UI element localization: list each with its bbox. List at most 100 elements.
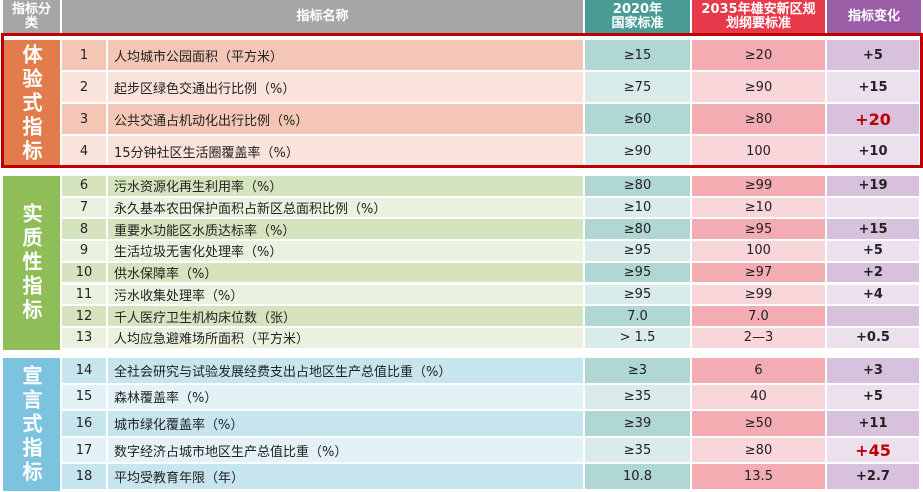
indicator-change: +15 bbox=[827, 219, 921, 242]
standard-2020: > 1.5 bbox=[585, 327, 692, 350]
indicator-name: 污水收集处理率（%） bbox=[108, 284, 585, 307]
indicator-name: 污水资源化再生利用率（%） bbox=[108, 176, 585, 198]
indicator-name: 森林覆盖率（%） bbox=[108, 384, 585, 412]
row-number: 4 bbox=[62, 136, 108, 168]
table-row: 14 全社会研究与试验发展经费支出占地区生产总值比重（%） ≥3 6 +3 bbox=[62, 358, 921, 385]
standard-2035: ≥99 bbox=[692, 284, 827, 307]
standard-2020: ≥35 bbox=[585, 384, 692, 412]
indicator-group: 实质性指标 6 污水资源化再生利用率（%） ≥80 ≥99 +19 7 永久基本农田保护面积占… bbox=[0, 176, 923, 350]
standard-2035: 100 bbox=[692, 241, 827, 263]
indicator-change: +4 bbox=[827, 284, 921, 307]
table-row: 3 公共交通占机动化出行比例（%） ≥60 ≥80 +20 bbox=[62, 104, 921, 136]
group-label: 实质性指标 bbox=[3, 176, 60, 350]
table-row: 17 数字经济占城市地区生产总值比重（%） ≥35 ≥80 +45 bbox=[62, 437, 921, 465]
row-number: 2 bbox=[62, 72, 108, 104]
indicator-change: +5 bbox=[827, 384, 921, 412]
standard-2035: ≥90 bbox=[692, 72, 827, 104]
indicator-change: +2 bbox=[827, 262, 921, 285]
indicator-change: +11 bbox=[827, 411, 921, 438]
indicator-name: 千人医疗卫生机构床位数（张） bbox=[108, 306, 585, 328]
row-number: 1 bbox=[62, 40, 108, 72]
indicator-change: +3 bbox=[827, 358, 921, 385]
standard-2020: ≥15 bbox=[585, 40, 692, 72]
row-number: 6 bbox=[62, 176, 108, 198]
row-number: 7 bbox=[62, 197, 108, 220]
standard-2020: ≥95 bbox=[585, 284, 692, 307]
indicator-name: 公共交通占机动化出行比例（%） bbox=[108, 104, 585, 136]
standard-2020: 7.0 bbox=[585, 306, 692, 328]
table-row: 2 起步区绿色交通出行比例（%） ≥75 ≥90 +15 bbox=[62, 72, 921, 104]
indicator-name: 人均城市公园面积（平方米） bbox=[108, 40, 585, 72]
standard-2020: ≥80 bbox=[585, 176, 692, 198]
header-2035-standard: 2035年雄安新区规划纲要标准 bbox=[692, 0, 825, 34]
indicator-change: +10 bbox=[827, 136, 921, 168]
table-row: 9 生活垃圾无害化处理率（%） ≥95 100 +5 bbox=[62, 241, 921, 263]
standard-2020: ≥95 bbox=[585, 241, 692, 263]
standard-2035: ≥50 bbox=[692, 411, 827, 438]
indicator-name: 永久基本农田保护面积占新区总面积比例（%） bbox=[108, 197, 585, 220]
standard-2035: 13.5 bbox=[692, 464, 827, 491]
standard-2035: 2—3 bbox=[692, 327, 827, 350]
table-row: 15 森林覆盖率（%） ≥35 40 +5 bbox=[62, 384, 921, 412]
standard-2035: 40 bbox=[692, 384, 827, 412]
standard-2020: ≥39 bbox=[585, 411, 692, 438]
standard-2035: ≥97 bbox=[692, 262, 827, 285]
indicator-change bbox=[827, 197, 921, 220]
table-row: 13 人均应急避难场所面积（平方米） > 1.5 2—3 +0.5 bbox=[62, 327, 921, 350]
standard-2020: 10.8 bbox=[585, 464, 692, 491]
indicator-change: +5 bbox=[827, 241, 921, 263]
indicator-name: 起步区绿色交通出行比例（%） bbox=[108, 72, 585, 104]
table-row: 16 城市绿化覆盖率（%） ≥39 ≥50 +11 bbox=[62, 411, 921, 438]
indicator-name: 生活垃圾无害化处理率（%） bbox=[108, 241, 585, 263]
row-number: 3 bbox=[62, 104, 108, 136]
standard-2035: 6 bbox=[692, 358, 827, 385]
indicator-name: 人均应急避难场所面积（平方米） bbox=[108, 327, 585, 350]
indicator-name: 15分钟社区生活圈覆盖率（%） bbox=[108, 136, 585, 168]
group-label: 体验式指标 bbox=[3, 40, 60, 168]
standard-2035: 7.0 bbox=[692, 306, 827, 328]
indicator-change: +45 bbox=[827, 437, 921, 465]
row-number: 17 bbox=[62, 437, 108, 465]
row-number: 15 bbox=[62, 384, 108, 412]
table-row: 11 污水收集处理率（%） ≥95 ≥99 +4 bbox=[62, 284, 921, 307]
indicator-change: +5 bbox=[827, 40, 921, 72]
standard-2035: ≥10 bbox=[692, 197, 827, 220]
indicator-change bbox=[827, 306, 921, 328]
row-number: 11 bbox=[62, 284, 108, 307]
row-number: 18 bbox=[62, 464, 108, 491]
table-row: 12 千人医疗卫生机构床位数（张） 7.0 7.0 bbox=[62, 306, 921, 328]
indicator-change: +19 bbox=[827, 176, 921, 198]
row-number: 13 bbox=[62, 327, 108, 350]
standard-2020: ≥35 bbox=[585, 437, 692, 465]
row-number: 9 bbox=[62, 241, 108, 263]
header-change: 指标变化 bbox=[827, 0, 921, 34]
indicator-name: 重要水功能区水质达标率（%） bbox=[108, 219, 585, 242]
indicator-name: 全社会研究与试验发展经费支出占地区生产总值比重（%） bbox=[108, 358, 585, 385]
header-2020-standard: 2020年国家标准 bbox=[585, 0, 690, 34]
indicator-name: 城市绿化覆盖率（%） bbox=[108, 411, 585, 438]
standard-2035: ≥80 bbox=[692, 437, 827, 465]
standard-2020: ≥95 bbox=[585, 262, 692, 285]
indicator-change: +15 bbox=[827, 72, 921, 104]
indicator-change: +20 bbox=[827, 104, 921, 136]
header-category: 指标分类 bbox=[3, 0, 60, 34]
table-row: 7 永久基本农田保护面积占新区总面积比例（%） ≥10 ≥10 bbox=[62, 197, 921, 220]
table-row: 1 人均城市公园面积（平方米） ≥15 ≥20 +5 bbox=[62, 40, 921, 72]
standard-2020: ≥60 bbox=[585, 104, 692, 136]
row-number: 14 bbox=[62, 358, 108, 385]
indicator-change: +0.5 bbox=[827, 327, 921, 350]
standard-2020: ≥80 bbox=[585, 219, 692, 242]
standard-2035: ≥99 bbox=[692, 176, 827, 198]
indicator-change: +2.7 bbox=[827, 464, 921, 491]
indicator-name: 平均受教育年限（年） bbox=[108, 464, 585, 491]
header-name: 指标名称 bbox=[62, 0, 583, 34]
table-row: 10 供水保障率（%） ≥95 ≥97 +2 bbox=[62, 262, 921, 285]
indicator-group: 宣言式指标 14 全社会研究与试验发展经费支出占地区生产总值比重（%） ≥3 6 +3 15… bbox=[0, 358, 923, 491]
standard-2035: ≥95 bbox=[692, 219, 827, 242]
standard-2020: ≥3 bbox=[585, 358, 692, 385]
table-row: 18 平均受教育年限（年） 10.8 13.5 +2.7 bbox=[62, 464, 921, 491]
row-number: 12 bbox=[62, 306, 108, 328]
group-label: 宣言式指标 bbox=[3, 358, 60, 491]
row-number: 16 bbox=[62, 411, 108, 438]
indicator-group: 体验式指标 1 人均城市公园面积（平方米） ≥15 ≥20 +5 2 起步区绿色交通出行比例（… bbox=[0, 40, 923, 168]
